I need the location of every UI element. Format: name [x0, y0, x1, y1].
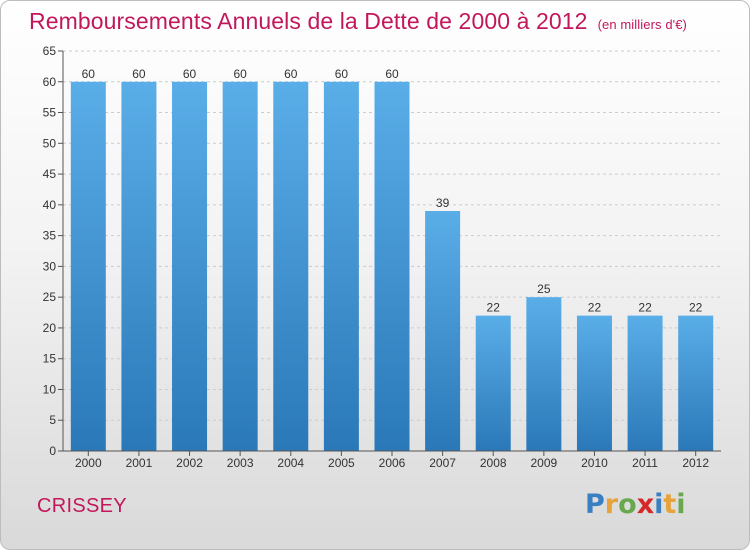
logo-letter: i	[654, 489, 664, 520]
x-axis: 2000 2001 2002 2003 2004 2005 2006 2007 2008 2009…	[63, 450, 721, 470]
data-label-2011: 22	[638, 301, 652, 315]
data-label-2008: 22	[487, 301, 501, 315]
y-tick-label: 65	[43, 44, 57, 58]
data-label-2006: 60	[385, 67, 399, 81]
data-label-2002: 60	[183, 67, 197, 81]
data-label-2010: 22	[588, 301, 602, 315]
data-label-2005: 60	[335, 67, 349, 81]
y-tick-label: 40	[43, 198, 57, 212]
bar-2002	[172, 81, 208, 452]
y-tick-label: 25	[43, 290, 57, 304]
logo-letter: r	[604, 489, 619, 520]
y-tick-label: 60	[43, 75, 57, 89]
bar-2012	[678, 315, 714, 451]
logo-letter: i	[676, 489, 686, 520]
bar-2010	[576, 315, 612, 451]
chart-title: Remboursements Annuels de la Dette de 20…	[29, 8, 687, 35]
y-tick-label: 5	[49, 413, 56, 427]
data-label-2000: 60	[82, 67, 96, 81]
bar-2008	[475, 315, 511, 451]
proxiti-logo: Proxiti	[585, 489, 686, 520]
chart-subtitle: (en milliers d'€)	[597, 17, 687, 32]
bar-2005	[323, 81, 359, 452]
x-tick-label-2006: 2006	[379, 456, 406, 470]
bar-2011	[627, 315, 663, 451]
y-tick-label: 30	[43, 259, 57, 273]
bar-2004	[273, 81, 309, 452]
x-tick-label-2007: 2007	[429, 456, 456, 470]
x-tick-label-2004: 2004	[277, 456, 304, 470]
x-tick-label-2010: 2010	[581, 456, 608, 470]
x-tick-label-2005: 2005	[328, 456, 355, 470]
data-label-2001: 60	[132, 67, 146, 81]
y-tick-label: 0	[49, 444, 56, 458]
bar-2007	[425, 211, 461, 451]
logo-letter: x	[636, 489, 655, 520]
bars	[70, 81, 714, 452]
logo-letter: t	[663, 489, 677, 520]
x-tick-label-2009: 2009	[530, 456, 557, 470]
bar-2000	[70, 81, 106, 452]
y-tick-label: 15	[43, 352, 57, 366]
y-tick-label: 50	[43, 136, 57, 150]
chart-title-text: Remboursements Annuels de la Dette de 20…	[29, 8, 588, 34]
bar-2003	[222, 81, 258, 452]
y-tick-label: 55	[43, 106, 57, 120]
data-label-2009: 25	[537, 282, 551, 296]
x-tick-label-2011: 2011	[632, 456, 658, 470]
y-tick-label: 35	[43, 229, 57, 243]
x-tick-label-2008: 2008	[480, 456, 507, 470]
y-tick-label: 45	[43, 167, 57, 181]
x-tick-label-2002: 2002	[176, 456, 203, 470]
y-axis: 0 5 10 15 20 25 30 35 40 45 50 55 60 65	[43, 44, 64, 458]
bar-2006	[374, 81, 410, 452]
y-tick-label: 20	[43, 321, 57, 335]
logo-letter: P	[585, 489, 605, 520]
location-name: CRISSEY	[37, 495, 127, 517]
x-tick-label-2001: 2001	[126, 456, 153, 470]
data-labels: 60 60 60 60 60 60 60 39 22 25 22 22 22	[82, 67, 703, 315]
x-tick-label-2003: 2003	[227, 456, 254, 470]
x-tick-label-2000: 2000	[75, 456, 102, 470]
logo-letter: o	[618, 489, 637, 520]
data-label-2003: 60	[233, 67, 247, 81]
y-tick-label: 10	[43, 382, 57, 396]
data-label-2012: 22	[689, 301, 703, 315]
bar-2009	[526, 297, 562, 451]
bar-2001	[121, 81, 157, 452]
data-label-2007: 39	[436, 196, 450, 210]
x-tick-label-2012: 2012	[682, 456, 709, 470]
data-label-2004: 60	[284, 67, 298, 81]
